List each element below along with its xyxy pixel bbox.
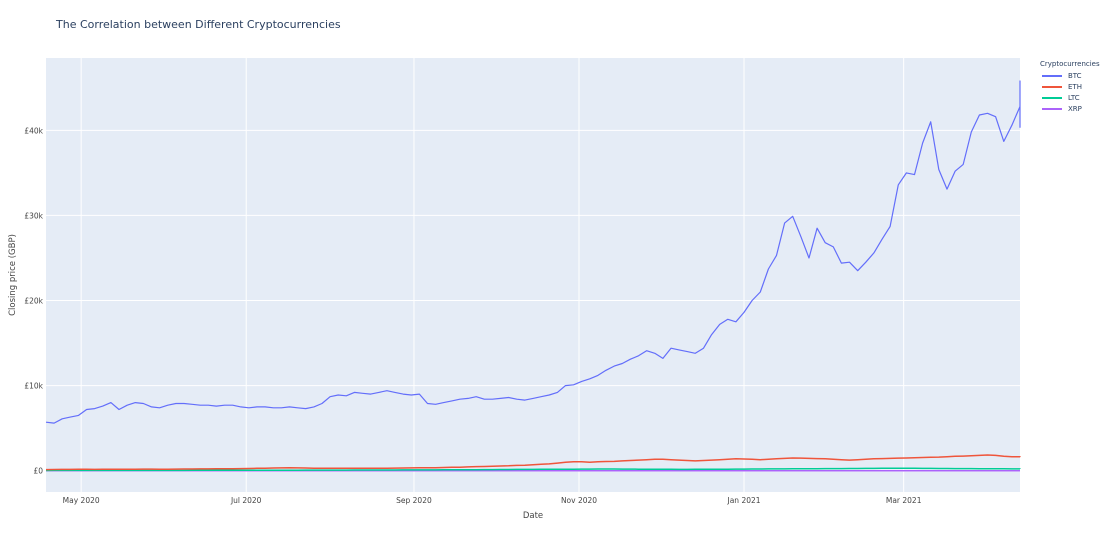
- series-line-ltc[interactable]: [45, 467, 1021, 472]
- legend-label-btc: BTC: [1068, 71, 1082, 80]
- y-tick-label: £20k: [24, 297, 43, 306]
- legend-swatch-ltc: [1042, 96, 1062, 99]
- x-tick-label: Nov 2020: [561, 496, 597, 505]
- chart-title: The Correlation between Different Crypto…: [56, 18, 341, 31]
- series-lines: [45, 80, 1021, 472]
- y-axis-title: Closing price (GBP): [8, 234, 18, 316]
- legend-label-ltc: LTC: [1068, 93, 1080, 102]
- x-tick-label: May 2020: [63, 496, 100, 505]
- legend-title: Cryptocurrencies: [1040, 60, 1100, 68]
- legend-swatch-btc: [1042, 74, 1062, 77]
- legend-item-btc[interactable]: BTC: [1040, 70, 1100, 81]
- x-tick-label: Jul 2020: [230, 496, 262, 505]
- x-axis-title: Date: [523, 511, 543, 521]
- x-tick-label: Mar 2021: [886, 496, 922, 505]
- legend: Cryptocurrencies BTC ETH LTC XRP: [1040, 60, 1100, 114]
- x-tick-label: Jan 2021: [727, 496, 761, 505]
- legend-item-xrp[interactable]: XRP: [1040, 103, 1100, 114]
- legend-swatch-eth: [1042, 85, 1062, 88]
- y-axis-tick-labels: £0 £10k £20k £30k £40k: [24, 126, 43, 475]
- series-line-btc[interactable]: [45, 80, 1021, 424]
- legend-item-eth[interactable]: ETH: [1040, 81, 1100, 92]
- plot-background: [46, 58, 1020, 492]
- series-line-eth[interactable]: [45, 454, 1021, 471]
- y-tick-label: £40k: [24, 126, 43, 135]
- x-tick-label: Sep 2020: [396, 496, 432, 505]
- y-tick-label: £0: [33, 467, 43, 476]
- x-gridlines: [80, 58, 905, 492]
- y-tick-label: £30k: [24, 211, 43, 220]
- legend-label-xrp: XRP: [1068, 104, 1082, 113]
- legend-label-eth: ETH: [1068, 82, 1082, 91]
- y-tick-label: £10k: [24, 382, 43, 391]
- legend-swatch-xrp: [1042, 107, 1062, 110]
- legend-item-ltc[interactable]: LTC: [1040, 92, 1100, 103]
- x-axis-tick-labels: May 2020 Jul 2020 Sep 2020 Nov 2020 Jan 2021…: [63, 496, 922, 505]
